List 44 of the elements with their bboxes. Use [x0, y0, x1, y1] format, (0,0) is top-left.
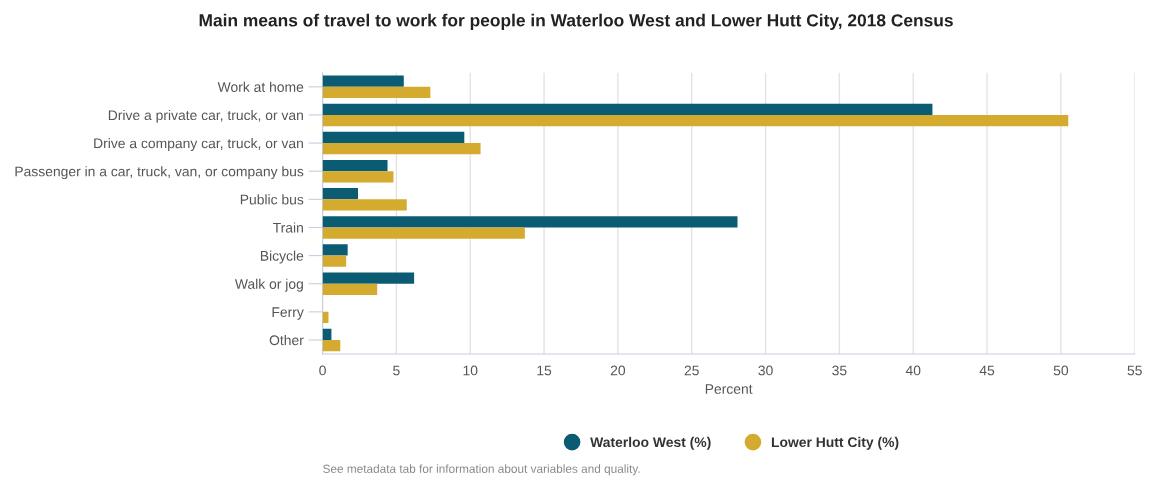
- chart-title: Main means of travel to work for people in Waterloo West and Lower Hutt City, 2018 Census: [199, 13, 953, 30]
- bar: [322, 114, 1069, 127]
- y-tick-label: Train: [273, 222, 303, 233]
- x-tick-label: 25: [684, 365, 699, 376]
- bar: [322, 188, 358, 200]
- y-tick-label: Bicycle: [260, 250, 304, 264]
- x-tick-label: 15: [537, 365, 552, 376]
- y-tick-label: Public bus: [240, 194, 304, 205]
- x-tick-label: 20: [610, 365, 626, 376]
- bar: [322, 143, 481, 155]
- y-tick-label: Ferry: [272, 307, 304, 320]
- x-tick-label: 55: [1127, 365, 1142, 376]
- x-tick-label: 5: [393, 365, 400, 376]
- bar: [322, 339, 341, 352]
- x-tick-label: 35: [832, 365, 847, 376]
- bar: [322, 103, 933, 115]
- bar: [322, 244, 348, 256]
- y-tick-label: Work at home: [217, 81, 304, 92]
- y-tick-label: Other: [269, 334, 304, 346]
- text: See metadata tab for information about variables and quality.: [323, 464, 640, 476]
- x-tick-label: 45: [979, 365, 995, 376]
- y-tick-label: Drive a private car, truck, or van: [108, 109, 303, 123]
- legend-label: Waterloo West (%): [590, 436, 711, 450]
- bar: [322, 131, 465, 144]
- bar: [322, 199, 407, 211]
- y-tick-label: Passenger in a car, truck, van, or company bus: [15, 166, 304, 180]
- legend-label: Lower Hutt City (%): [771, 436, 899, 450]
- bar: [322, 216, 738, 228]
- y-tick-label: Drive a company car, truck, or van: [94, 138, 303, 151]
- bar: [322, 75, 404, 87]
- bar: [322, 227, 525, 239]
- bar: [322, 159, 388, 172]
- bar: [322, 171, 394, 183]
- y-tick-label: Walk or jog: [234, 278, 303, 292]
- x-tick-label: 40: [905, 365, 921, 376]
- x-tick-label: 10: [463, 365, 478, 376]
- x-axis-title: Percent: [705, 384, 753, 394]
- x-tick-label: 50: [1053, 365, 1069, 376]
- bar: [322, 283, 378, 295]
- bar: [322, 255, 347, 267]
- x-tick-label: 30: [758, 365, 773, 376]
- bar: [322, 272, 415, 284]
- bar: [322, 86, 431, 99]
- x-tick-label: 0: [319, 365, 326, 376]
